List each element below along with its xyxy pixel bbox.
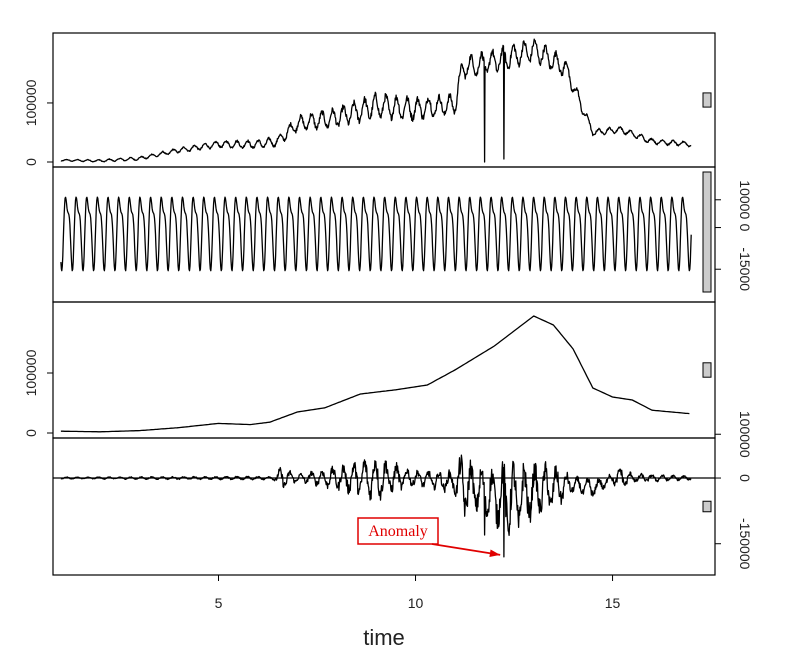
x-axis-title: time xyxy=(363,625,405,650)
y-tick-label: 0 xyxy=(737,224,753,232)
scale-bar xyxy=(702,171,712,293)
annotation-box xyxy=(357,517,439,545)
x-tick-label: 5 xyxy=(215,595,223,611)
panel-frame xyxy=(52,32,716,168)
anomaly-annotation: Anomaly xyxy=(357,517,501,557)
y-axis-remainder: -150000 0 100000 xyxy=(715,411,753,570)
scale-bar xyxy=(702,92,712,108)
y-tick-label: 0 xyxy=(23,158,39,166)
y-tick-label: 10000 xyxy=(737,180,753,219)
panel-seasonal: -15000 0 10000 xyxy=(52,166,753,303)
annotations: Anomaly xyxy=(357,517,501,557)
x-tick-label: 15 xyxy=(605,595,621,611)
panel-remainder: -150000 0 100000 xyxy=(52,411,753,576)
annotation-label: Anomaly xyxy=(368,523,428,540)
series-line-seasonal xyxy=(60,196,692,272)
y-tick-label: -150000 xyxy=(737,518,753,570)
y-tick-label: 100000 xyxy=(23,79,39,126)
y-tick-label: 0 xyxy=(737,474,753,482)
y-tick-label: 100000 xyxy=(737,411,753,458)
y-axis-data: 0 100000 xyxy=(23,79,53,166)
series-line-data xyxy=(60,38,692,163)
y-axis-seasonal: -15000 0 10000 xyxy=(715,180,753,291)
y-tick-label: -15000 xyxy=(737,247,753,291)
panel-frame xyxy=(52,166,716,303)
scale-bar xyxy=(702,500,712,513)
panel-trend: 0 100000 xyxy=(23,301,716,439)
x-axis: 5 10 15 xyxy=(215,575,621,611)
annotation-arrow xyxy=(431,543,501,556)
series-line-trend xyxy=(60,315,690,433)
scale-bar xyxy=(702,362,712,378)
panel-frame xyxy=(52,301,716,439)
panel-data: 0 100000 xyxy=(23,32,716,168)
panel-frame xyxy=(52,437,716,576)
x-tick-label: 10 xyxy=(408,595,424,611)
y-tick-label: 0 xyxy=(23,429,39,437)
y-tick-label: 100000 xyxy=(23,349,39,396)
annotation-arrowhead xyxy=(489,549,501,557)
series-line-remainder xyxy=(60,454,692,558)
y-axis-trend: 0 100000 xyxy=(23,349,53,437)
